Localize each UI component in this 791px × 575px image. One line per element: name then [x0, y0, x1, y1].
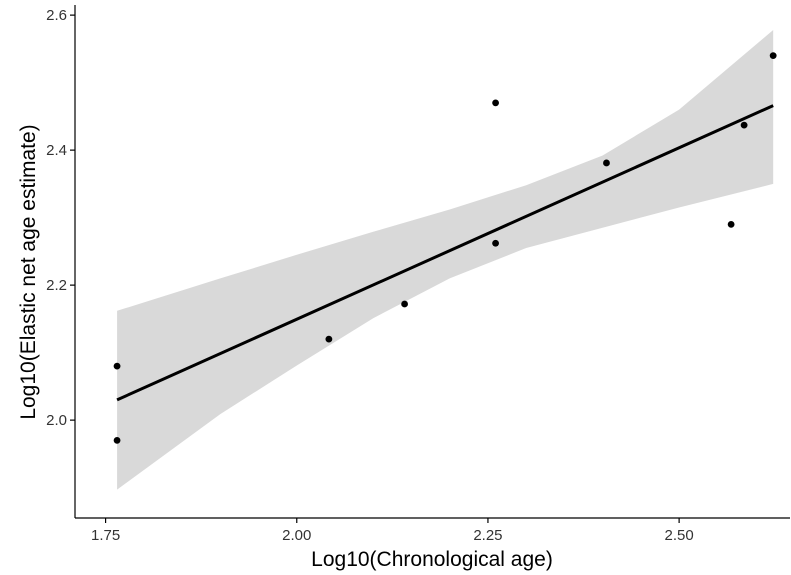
y-axis-title: Log10(Elastic net age estimate): [17, 124, 40, 419]
x-tick-label: 2.25: [473, 527, 502, 544]
points-layer: [113, 52, 777, 444]
data-point: [740, 121, 748, 129]
data-point: [113, 436, 121, 444]
y-axis: 2.0 2.2 2.4 2.6: [46, 5, 76, 518]
data-point: [113, 362, 121, 370]
y-tick-label: 2.2: [46, 277, 67, 294]
data-point: [401, 300, 408, 308]
data-point: [727, 220, 735, 228]
y-tick-label: 2.6: [46, 7, 67, 24]
x-axis-title: Log10(Chronological age): [311, 548, 553, 571]
data-point: [492, 239, 499, 247]
confidence-band: [117, 30, 774, 490]
data-point: [325, 335, 333, 343]
x-tick-label: 2.00: [282, 527, 311, 544]
regression-line-layer: [116, 104, 774, 402]
y-tick-label: 2.0: [46, 412, 67, 429]
data-point: [603, 159, 610, 167]
confidence-band-layer: [117, 30, 774, 490]
x-tick-label: 1.75: [91, 527, 120, 544]
regression-line: [116, 104, 774, 402]
x-tick-label: 2.50: [665, 527, 694, 544]
x-axis: 1.75 2.00 2.25 2.50: [75, 517, 790, 544]
data-point: [492, 99, 499, 107]
y-tick-label: 2.4: [46, 142, 67, 159]
data-point: [769, 52, 777, 60]
